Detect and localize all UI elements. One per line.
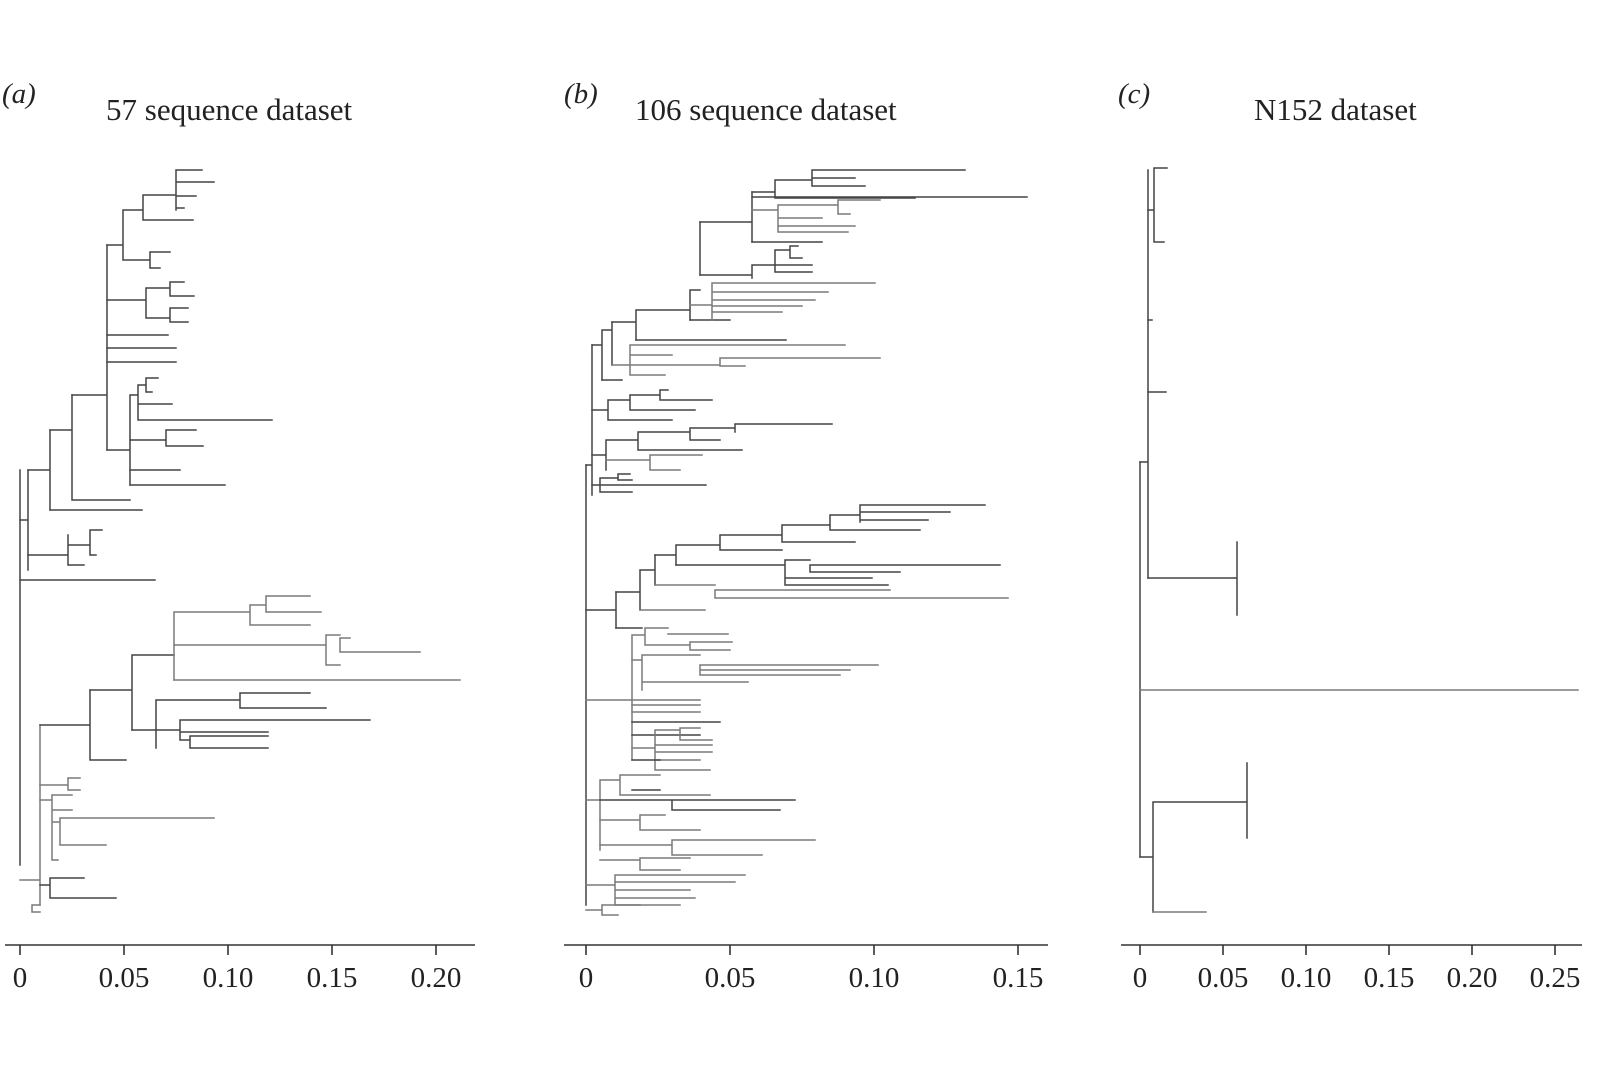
- panel-b-tick-label: 0: [579, 962, 594, 994]
- panel-c-title: N152 dataset: [1254, 92, 1417, 127]
- panel-b-axis: 0 0.05 0.10 0.15: [564, 944, 1048, 994]
- panel-b-tick-label: 0.05: [705, 962, 756, 994]
- panel-c-tick-label: 0.05: [1198, 962, 1249, 994]
- panel-c-tick-label: 0.10: [1281, 962, 1332, 994]
- panel-a-axis: 0 0.05 0.10 0.15 0.20: [5, 944, 475, 994]
- panel-b-tick-label: 0.10: [849, 962, 900, 994]
- panel-a-tick-label: 0: [13, 962, 28, 994]
- panel-b-title: 106 sequence dataset: [635, 92, 897, 127]
- panel-c-tick-label: 0: [1133, 962, 1148, 994]
- panel-a-title: 57 sequence dataset: [106, 92, 353, 127]
- panel-a-letter: (a): [2, 78, 36, 110]
- panel-c: (c) N152 dataset 0 0.05 0.10 0.15 0.20: [1118, 78, 1582, 994]
- panel-c-axis: 0 0.05 0.10 0.15 0.20 0.25: [1121, 944, 1582, 994]
- panel-c-tick-label: 0.25: [1530, 962, 1581, 994]
- panel-a-tick-label: 0.20: [411, 962, 462, 994]
- panel-a-tick-label: 0.15: [307, 962, 358, 994]
- panel-a-tick-label: 0.05: [99, 962, 150, 994]
- panel-c-letter: (c): [1118, 78, 1150, 110]
- panel-c-tick-label: 0.15: [1364, 962, 1415, 994]
- panel-a-tree: [19, 169, 461, 913]
- panel-b-tree: [585, 169, 1028, 916]
- panel-b-letter: (b): [564, 78, 598, 110]
- panel-b: (b) 106 sequence dataset: [564, 78, 1048, 994]
- panel-a-tick-label: 0.10: [203, 962, 254, 994]
- panel-c-tree: [1139, 167, 1579, 913]
- panel-a: (a) 57 sequence dataset: [2, 78, 475, 994]
- panel-b-tick-label: 0.15: [993, 962, 1044, 994]
- panel-c-tick-label: 0.20: [1447, 962, 1498, 994]
